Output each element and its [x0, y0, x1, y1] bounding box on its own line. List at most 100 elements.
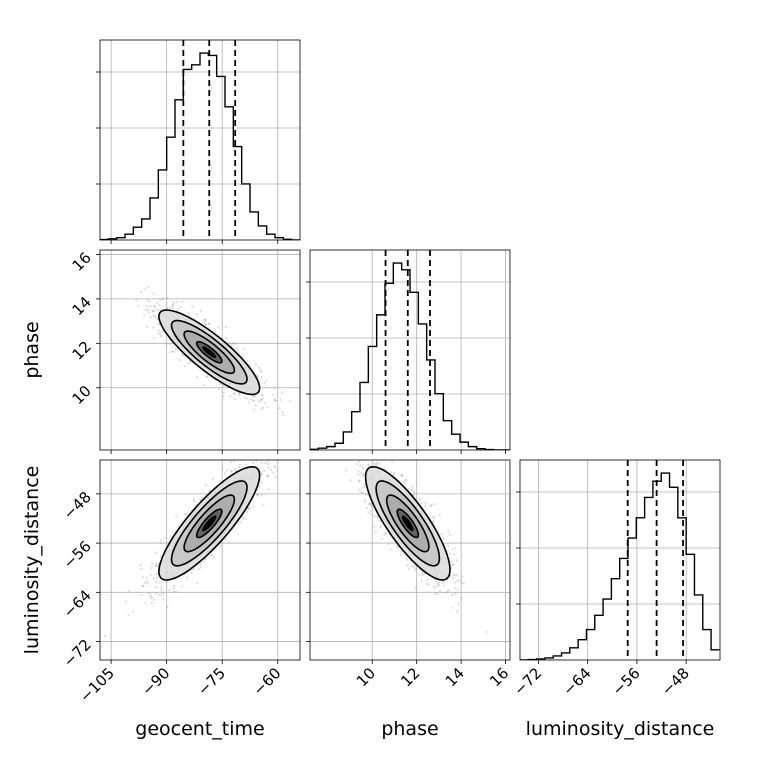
y-tick-label: 16 — [69, 249, 95, 275]
scatter-point — [275, 454, 277, 456]
scatter-point — [273, 464, 276, 468]
scatter-point — [415, 483, 418, 486]
scatter-point — [280, 391, 284, 394]
scatter-point — [380, 525, 383, 528]
scatter-point — [243, 517, 246, 521]
scatter-point — [270, 468, 273, 471]
scatter-point — [449, 557, 452, 560]
scatter-point — [249, 398, 253, 401]
scatter-point — [260, 473, 263, 476]
scatter-point — [159, 334, 162, 337]
scatter-point — [155, 576, 159, 579]
scatter-point — [370, 450, 372, 452]
scatter-point — [449, 533, 452, 536]
scatter-point — [441, 580, 445, 583]
scatter-point — [223, 472, 226, 475]
scatter-point — [145, 305, 148, 308]
scatter-point — [274, 453, 276, 455]
scatter-point — [149, 594, 152, 597]
scatter-point — [276, 469, 279, 472]
scatter-point — [154, 316, 157, 319]
scatter-point — [230, 470, 233, 473]
scatter-point — [140, 567, 143, 570]
scatter-point — [347, 442, 349, 444]
scatter-point — [259, 368, 262, 372]
scatter-point — [239, 521, 242, 524]
scatter-point — [222, 385, 225, 388]
scatter-point — [218, 382, 221, 385]
scatter-point — [449, 575, 452, 578]
scatter-point — [229, 461, 232, 464]
scatter-point — [150, 566, 153, 570]
scatter-point — [354, 451, 356, 453]
scatter-point — [154, 565, 157, 568]
scatter-point — [200, 566, 203, 569]
scatter-point — [165, 297, 169, 300]
scatter-point — [172, 307, 175, 310]
scatter-point — [208, 326, 211, 329]
scatter-point — [149, 574, 152, 577]
scatter-point — [256, 436, 258, 438]
scatter-point — [397, 546, 400, 549]
scatter-point — [453, 553, 456, 556]
scatter-point — [139, 564, 142, 567]
scatter-point — [456, 610, 459, 613]
scatter-point — [358, 479, 361, 482]
scatter-point — [383, 533, 386, 536]
scatter-point — [181, 585, 184, 588]
scatter-point — [212, 556, 216, 559]
scatter-point — [140, 290, 143, 293]
scatter-point — [238, 464, 242, 467]
scatter-point — [153, 598, 156, 601]
scatter-point — [151, 577, 155, 580]
scatter-point — [152, 309, 155, 313]
scatter-point — [144, 581, 147, 585]
scatter-point — [451, 548, 454, 551]
scatter-point — [264, 462, 267, 465]
scatter-point — [128, 590, 131, 593]
scatter-point — [374, 530, 377, 533]
scatter-point — [154, 572, 157, 576]
x-tick-label: 12 — [397, 664, 423, 690]
scatter-point — [259, 399, 262, 402]
scatter-point — [267, 466, 270, 469]
scatter-point — [285, 443, 287, 445]
scatter-point — [149, 596, 152, 599]
scatter-point — [263, 439, 265, 441]
scatter-point — [208, 322, 211, 325]
scatter-point — [447, 588, 450, 591]
scatter-point — [446, 590, 449, 594]
scatter-point — [233, 398, 236, 401]
scatter-point — [147, 286, 150, 289]
scatter-point — [248, 401, 251, 404]
scatter-point — [425, 508, 428, 511]
scatter-point — [403, 481, 406, 484]
scatter-point — [391, 460, 394, 463]
scatter-point — [418, 497, 422, 500]
scatter-point — [159, 308, 162, 311]
scatter-point — [288, 453, 290, 455]
scatter-point — [456, 579, 459, 582]
scatter-point — [174, 590, 178, 593]
x-tick-label: −72 — [510, 664, 545, 699]
panel-frame — [99, 459, 301, 661]
scatter-point — [373, 514, 376, 518]
contour-line — [183, 330, 236, 375]
scatter-point — [451, 606, 454, 609]
scatter-point — [153, 314, 156, 318]
scatter-point — [263, 455, 265, 457]
scatter-point — [224, 538, 227, 541]
scatter-point — [426, 578, 429, 581]
scatter-point — [146, 582, 149, 585]
scatter-point — [413, 569, 416, 572]
scatter-point — [205, 323, 208, 327]
scatter-point — [109, 658, 112, 660]
scatter-point — [233, 392, 236, 395]
scatter-point — [204, 322, 207, 325]
y-tick-label: −56 — [60, 537, 95, 572]
panel-frame — [519, 459, 721, 661]
scatter-point — [168, 306, 172, 309]
scatter-point — [150, 601, 153, 605]
scatter-point — [400, 474, 403, 477]
scatter-point — [247, 507, 250, 510]
